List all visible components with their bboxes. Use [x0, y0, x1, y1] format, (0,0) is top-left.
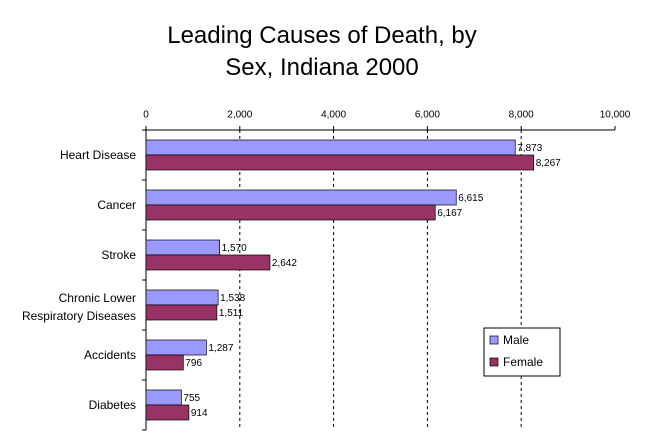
x-tick-label: 0 — [143, 110, 149, 121]
bar — [145, 339, 207, 356]
bar — [145, 189, 457, 206]
bar — [145, 154, 535, 171]
data-label: 1,287 — [208, 343, 233, 354]
y-tick-label: Heart Disease — [59, 148, 136, 162]
bar — [145, 139, 516, 156]
bar — [145, 289, 219, 306]
y-tick-label: Chronic Lower Respiratory Diseases — [21, 291, 136, 323]
data-label: 1,538 — [220, 293, 245, 304]
x-tick-label: 4,000 — [321, 110, 346, 121]
data-label: 1,570 — [222, 243, 247, 254]
x-tick-label: 6,000 — [415, 110, 440, 121]
bar — [145, 239, 220, 256]
data-label: 6,167 — [437, 208, 462, 219]
data-label: 2,642 — [272, 258, 297, 269]
data-label: 914 — [191, 408, 208, 419]
bar — [145, 354, 184, 371]
x-tick-label: 10,000 — [600, 110, 631, 121]
bar — [145, 254, 271, 271]
data-label: 8,267 — [536, 158, 561, 169]
bar — [145, 204, 436, 221]
data-label: 796 — [185, 358, 202, 369]
chart-title: Leading Causes of Death, by Sex, Indiana… — [167, 22, 477, 81]
x-tick-label: 2,000 — [227, 110, 252, 121]
data-label: 7,873 — [517, 143, 542, 154]
x-tick-label: 8,000 — [509, 110, 534, 121]
bar — [145, 389, 182, 406]
legend-label: Male — [503, 333, 529, 347]
data-label: 1,511 — [219, 308, 244, 319]
legend-swatch — [489, 335, 499, 345]
data-label: 755 — [183, 393, 200, 404]
legend-swatch — [489, 357, 499, 367]
y-tick-label: Cancer — [97, 198, 136, 212]
y-tick-label: Stroke — [101, 248, 136, 262]
bar — [145, 404, 190, 421]
legend-label: Female — [503, 355, 543, 369]
y-tick-label: Diabetes — [88, 398, 136, 412]
bar — [145, 304, 218, 321]
y-tick-label: Accidents — [83, 348, 136, 362]
data-label: 6,615 — [458, 193, 483, 204]
